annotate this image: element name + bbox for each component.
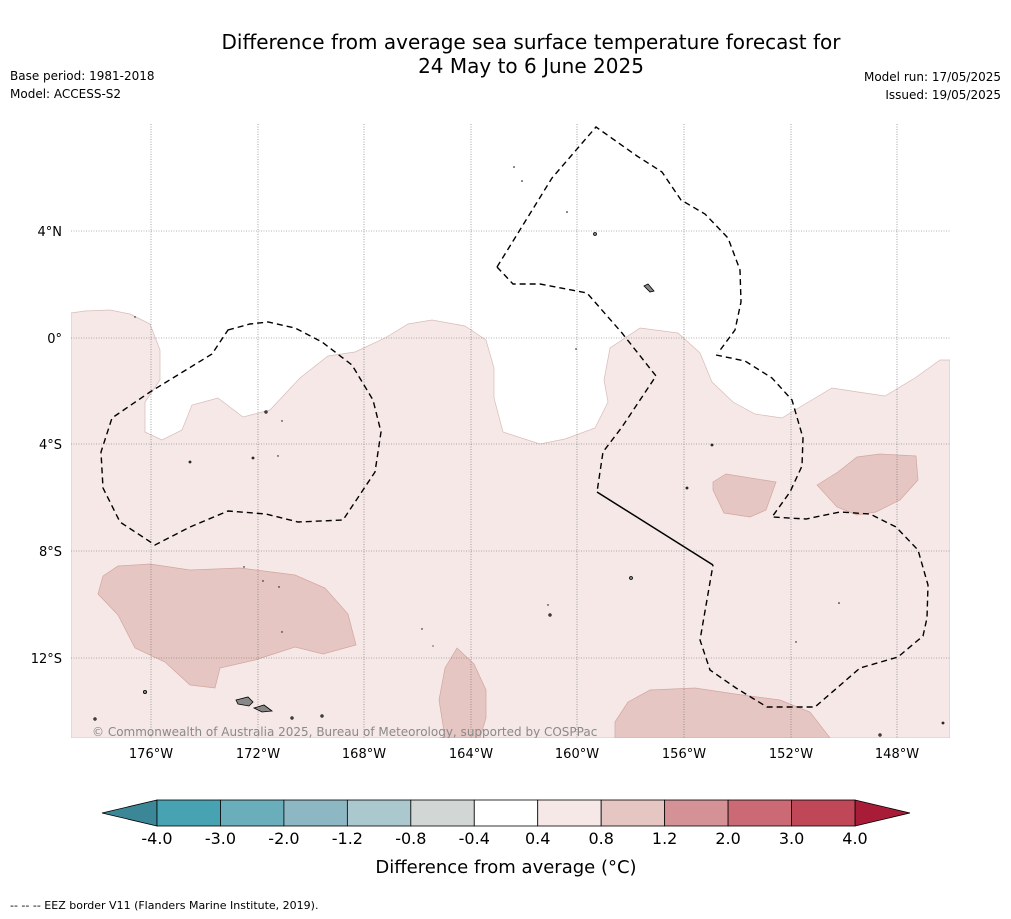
colorbar-segment bbox=[220, 799, 285, 827]
colorbar-segment bbox=[410, 799, 475, 827]
model-run: Model run: 17/05/2025 bbox=[863, 70, 1001, 84]
meta-left: Base period: 1981-2018 Model: ACCESS-S2 bbox=[10, 67, 155, 103]
lon-label: 160°W bbox=[555, 747, 599, 762]
title-line-1: Difference from average sea surface temp… bbox=[221, 30, 841, 54]
island-upolu bbox=[235, 696, 254, 707]
lon-label: 156°W bbox=[662, 747, 706, 762]
island-atoll-4 bbox=[629, 576, 633, 580]
colorbar-segment bbox=[283, 799, 348, 827]
colorbar-segment bbox=[664, 799, 729, 827]
copyright-notice: © Commonwealth of Australia 2025, Bureau… bbox=[92, 725, 597, 739]
island-atoll-1 bbox=[643, 283, 655, 293]
island-atoll-9 bbox=[264, 410, 268, 414]
map-title: Difference from average sea surface temp… bbox=[0, 30, 1011, 78]
colorbar-tick-label: 0.8 bbox=[588, 829, 613, 848]
island-atoll-14 bbox=[878, 733, 882, 737]
island-savaii bbox=[252, 704, 274, 713]
colorbar-segment bbox=[473, 799, 539, 827]
island-atoll-15 bbox=[941, 721, 945, 725]
island-atoll-8 bbox=[320, 714, 324, 718]
title-line-2: 24 May to 6 June 2025 bbox=[418, 54, 644, 78]
eez-footnote: -- -- -- EEZ border V11 (Flanders Marine… bbox=[10, 899, 319, 912]
lat-label: 8°S bbox=[39, 545, 62, 560]
colorbar-segment bbox=[537, 799, 602, 827]
colorbar-tick-label: -4.0 bbox=[141, 829, 172, 848]
island-atoll-12 bbox=[685, 486, 689, 490]
lon-label: 176°W bbox=[129, 747, 173, 762]
colorbar-tick-labels: -4.0 -3.0 -2.0 -1.2 -0.8 -0.4 0.4 0.8 1.2 2.0 3.0 4… bbox=[141, 829, 867, 848]
lon-label: 168°W bbox=[342, 747, 386, 762]
base-period: Base period: 1981-2018 bbox=[10, 69, 155, 83]
eez-border-tokelau bbox=[100, 321, 382, 546]
map-area: © Commonwealth of Australia 2025, Bureau… bbox=[71, 124, 950, 739]
lon-label: 164°W bbox=[449, 747, 493, 762]
island-atoll-13 bbox=[710, 443, 714, 447]
colorbar-tick-label: 4.0 bbox=[842, 829, 867, 848]
colorbar-title: Difference from average (°C) bbox=[375, 857, 636, 878]
small-islets bbox=[134, 166, 840, 647]
lon-label: 172°W bbox=[236, 747, 280, 762]
island-atoll-11 bbox=[188, 460, 192, 464]
lat-label: 4°S bbox=[39, 438, 62, 453]
anomaly-region-east-2 bbox=[816, 453, 919, 516]
anomaly-region-southeast bbox=[614, 687, 831, 738]
colorbar-tick-label: -0.4 bbox=[459, 829, 490, 848]
island-atoll-2 bbox=[142, 690, 147, 695]
island-atoll-5 bbox=[548, 613, 552, 617]
islands bbox=[93, 232, 945, 737]
anomaly-region-east-1 bbox=[712, 473, 777, 518]
island-atoll-3 bbox=[593, 232, 597, 236]
lat-label: 4°N bbox=[38, 225, 63, 240]
colorbar-tick-label: 3.0 bbox=[779, 829, 804, 848]
lat-label: 12°S bbox=[31, 652, 62, 667]
model-name: Model: ACCESS-S2 bbox=[10, 87, 122, 101]
lon-label: 152°W bbox=[769, 747, 813, 762]
colorbar-tick-label: -3.0 bbox=[205, 829, 236, 848]
colorbar-segment bbox=[156, 799, 221, 827]
eez-borders bbox=[100, 126, 929, 708]
latitude-labels: 4°N 0° 4°S 8°S 12°S bbox=[31, 225, 62, 667]
colorbar-tick-label: 1.2 bbox=[652, 829, 677, 848]
colorbar-segments bbox=[156, 799, 856, 827]
eez-border-south bbox=[699, 354, 929, 708]
lon-label: 148°W bbox=[875, 747, 919, 762]
anomaly-region-west bbox=[97, 563, 357, 689]
eez-border-line-islands-central bbox=[496, 266, 657, 493]
eez-border-solid-segment bbox=[596, 491, 714, 566]
colorbar-tick-label: -0.8 bbox=[395, 829, 426, 848]
gridlines bbox=[71, 124, 950, 738]
colorbar-segment bbox=[346, 799, 412, 827]
lat-label: 0° bbox=[47, 332, 62, 347]
colorbar-over-arrow bbox=[854, 799, 911, 827]
colorbar-segment bbox=[791, 799, 856, 827]
colorbar-segment bbox=[600, 799, 666, 827]
longitude-labels: 176°W 172°W 168°W 164°W 160°W 156°W 152°… bbox=[129, 747, 919, 762]
colorbar-tick-label: -1.2 bbox=[332, 829, 363, 848]
anomaly-region-south bbox=[438, 647, 487, 738]
meta-right: Model run: 17/05/2025 Issued: 19/05/2025 bbox=[864, 68, 1001, 104]
island-atoll-7 bbox=[290, 716, 294, 720]
eez-border-line-islands-north bbox=[496, 126, 742, 354]
colorbar-under-arrow bbox=[101, 799, 158, 827]
island-atoll-10 bbox=[251, 456, 255, 460]
anomaly-regions-warm bbox=[97, 453, 919, 738]
island-atoll-6 bbox=[93, 717, 97, 721]
colorbar-segment bbox=[727, 799, 792, 827]
colorbar-tick-label: 2.0 bbox=[715, 829, 740, 848]
colorbar-tick-label: 0.4 bbox=[525, 829, 550, 848]
issued-date: Issued: 19/05/2025 bbox=[885, 88, 1001, 102]
colorbar-tick-label: -2.0 bbox=[268, 829, 299, 848]
colorbar: -4.0 -3.0 -2.0 -1.2 -0.8 -0.4 0.4 0.8 1.2 2.0 3.0 4… bbox=[101, 799, 911, 878]
